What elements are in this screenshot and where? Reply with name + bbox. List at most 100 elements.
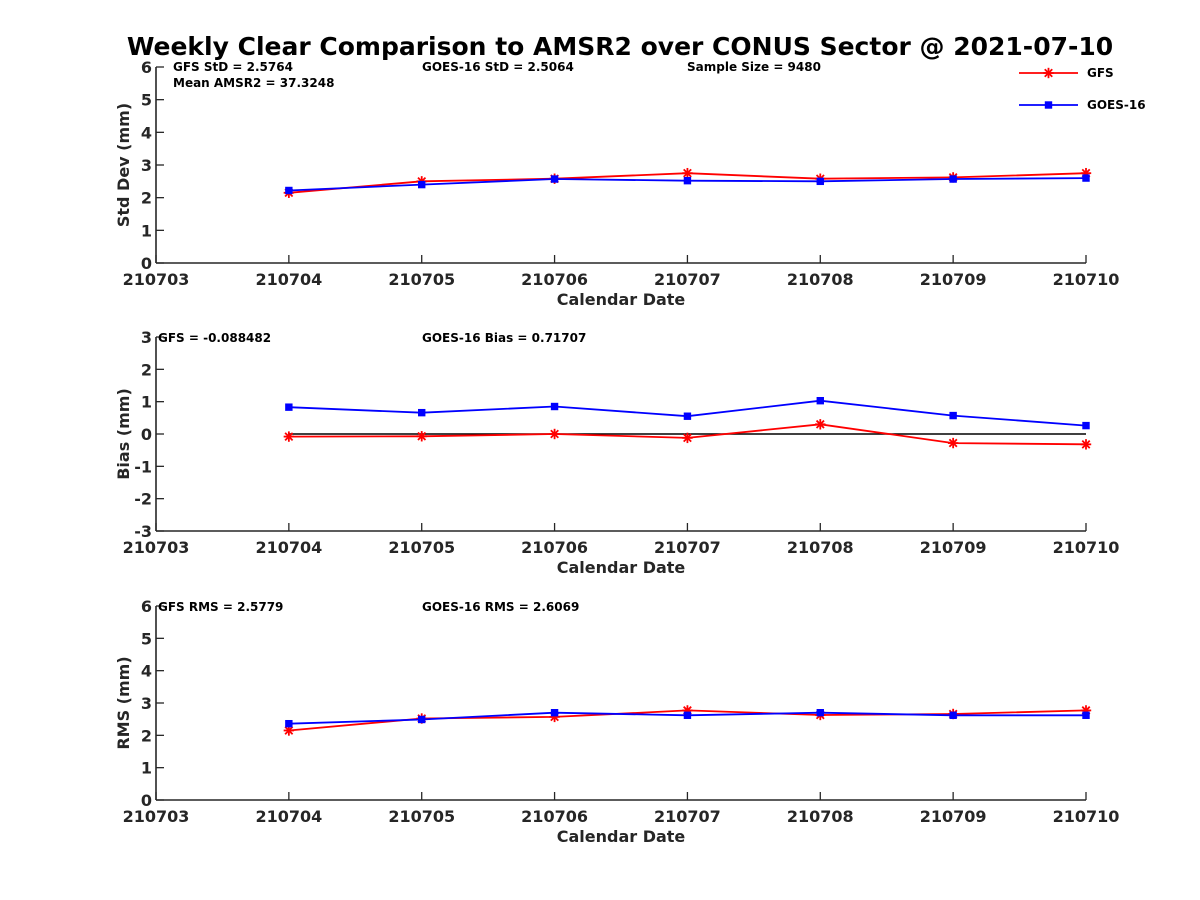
- x-tick-label: 210706: [521, 807, 588, 826]
- x-tick-label: 210708: [787, 538, 854, 557]
- data-point: [285, 186, 293, 195]
- data-point: [949, 711, 957, 719]
- y-tick-label: 5: [141, 91, 152, 110]
- x-tick-label: 210710: [1053, 538, 1120, 557]
- legend-label: GFS: [1087, 66, 1114, 80]
- series-goes-16: [285, 174, 1090, 195]
- y-tick-label: 5: [141, 629, 152, 648]
- x-tick-label: 210705: [388, 807, 455, 826]
- data-point: [682, 167, 693, 179]
- data-point: [285, 719, 293, 728]
- stat-annotation: Sample Size = 9480: [687, 60, 821, 74]
- data-point: [550, 402, 559, 411]
- data-point: [683, 176, 692, 185]
- y-tick-label: 3: [141, 694, 152, 713]
- y-tick-label: 0: [141, 254, 152, 273]
- data-point: [683, 412, 692, 420]
- chart-legend: GFS GOES-16: [1019, 66, 1146, 112]
- x-tick-label: 210703: [123, 270, 190, 289]
- series-goes-16: [285, 709, 1090, 728]
- y-tick-label: 3: [141, 156, 152, 175]
- data-point: [816, 709, 824, 717]
- data-point: [815, 419, 826, 430]
- stat-annotation: GFS = -0.088482: [158, 331, 271, 345]
- x-tick-label: 210704: [255, 270, 322, 289]
- x-tick-label: 210704: [255, 538, 322, 557]
- stat-annotation: GOES-16 StD = 2.5064: [422, 60, 574, 74]
- y-tick-label: -2: [134, 490, 152, 509]
- x-tick-label: 210707: [654, 538, 721, 557]
- legend-marker: [1043, 67, 1054, 79]
- y-tick-label: -1: [134, 457, 152, 476]
- y-tick-label: 6: [141, 58, 152, 77]
- data-point: [418, 180, 426, 189]
- data-point: [1080, 439, 1092, 450]
- data-point: [816, 396, 824, 405]
- data-point: [1082, 711, 1090, 719]
- y-tick-label: 1: [141, 393, 152, 412]
- y-tick-label: 0: [141, 791, 152, 810]
- x-tick-label: 210709: [920, 538, 987, 557]
- data-point: [949, 411, 957, 420]
- legend-marker: [1044, 101, 1053, 109]
- x-tick-label: 210709: [920, 270, 987, 289]
- y-tick-label: 2: [141, 360, 152, 379]
- y-axis-label: RMS (mm): [114, 656, 133, 749]
- y-axis-label: Bias (mm): [114, 388, 133, 480]
- data-point: [418, 715, 426, 724]
- data-point: [947, 437, 959, 449]
- x-tick-label: 210709: [920, 807, 987, 826]
- data-point: [418, 408, 426, 417]
- x-tick-label: 210707: [654, 807, 721, 826]
- stat-annotation: GFS RMS = 2.5779: [158, 600, 283, 614]
- y-tick-label: 2: [141, 726, 152, 745]
- y-tick-label: 3: [141, 328, 152, 347]
- data-point: [549, 428, 560, 440]
- y-tick-label: 0: [141, 425, 152, 444]
- y-axis-label: Std Dev (mm): [114, 103, 133, 227]
- stat-annotation: GFS StD = 2.5764: [173, 60, 293, 74]
- panel-3: 0 1 2 3 4 5 6 210703 210704 210705 210706 210707 210…: [114, 597, 1119, 846]
- x-tick-label: 210708: [787, 270, 854, 289]
- chart-title: Weekly Clear Comparison to AMSR2 over CO…: [127, 32, 1113, 61]
- x-tick-label: 210706: [521, 270, 588, 289]
- data-point: [1082, 421, 1090, 430]
- data-point: [1082, 174, 1090, 182]
- data-point: [816, 177, 824, 186]
- x-tick-label: 210704: [255, 807, 322, 826]
- y-tick-label: 1: [141, 221, 152, 240]
- data-point: [683, 711, 692, 719]
- data-point: [550, 175, 559, 183]
- series-gfs: [283, 419, 1092, 450]
- stat-annotation: GOES-16 RMS = 2.6069: [422, 600, 579, 614]
- series-goes-16: [285, 396, 1090, 430]
- x-axis-label: Calendar Date: [557, 827, 686, 846]
- data-point: [283, 431, 295, 442]
- data-point: [550, 709, 559, 717]
- x-tick-label: 210705: [388, 270, 455, 289]
- x-tick-label: 210707: [654, 270, 721, 289]
- legend-entry-goes-16: GOES-16: [1019, 98, 1146, 112]
- y-tick-label: 2: [141, 189, 152, 208]
- data-point: [949, 175, 957, 183]
- x-axis-label: Calendar Date: [557, 558, 686, 577]
- y-tick-label: -3: [134, 522, 152, 541]
- x-tick-label: 210710: [1053, 807, 1120, 826]
- legend-entry-gfs: GFS: [1019, 66, 1114, 80]
- x-tick-label: 210703: [123, 807, 190, 826]
- data-point: [285, 403, 293, 411]
- x-tick-label: 210710: [1053, 270, 1120, 289]
- y-tick-label: 6: [141, 597, 152, 616]
- x-tick-label: 210703: [123, 538, 190, 557]
- y-tick-label: 1: [141, 759, 152, 778]
- data-point: [682, 432, 693, 444]
- legend-label: GOES-16: [1087, 98, 1146, 112]
- x-tick-label: 210705: [388, 538, 455, 557]
- y-tick-label: 4: [141, 662, 152, 681]
- panel-1: 0 1 2 3 4 5 6 210703 210704 210705 210706 210707 210…: [114, 58, 1119, 309]
- y-tick-label: 4: [141, 123, 152, 142]
- x-axis-label: Calendar Date: [557, 290, 686, 309]
- x-tick-label: 210708: [787, 807, 854, 826]
